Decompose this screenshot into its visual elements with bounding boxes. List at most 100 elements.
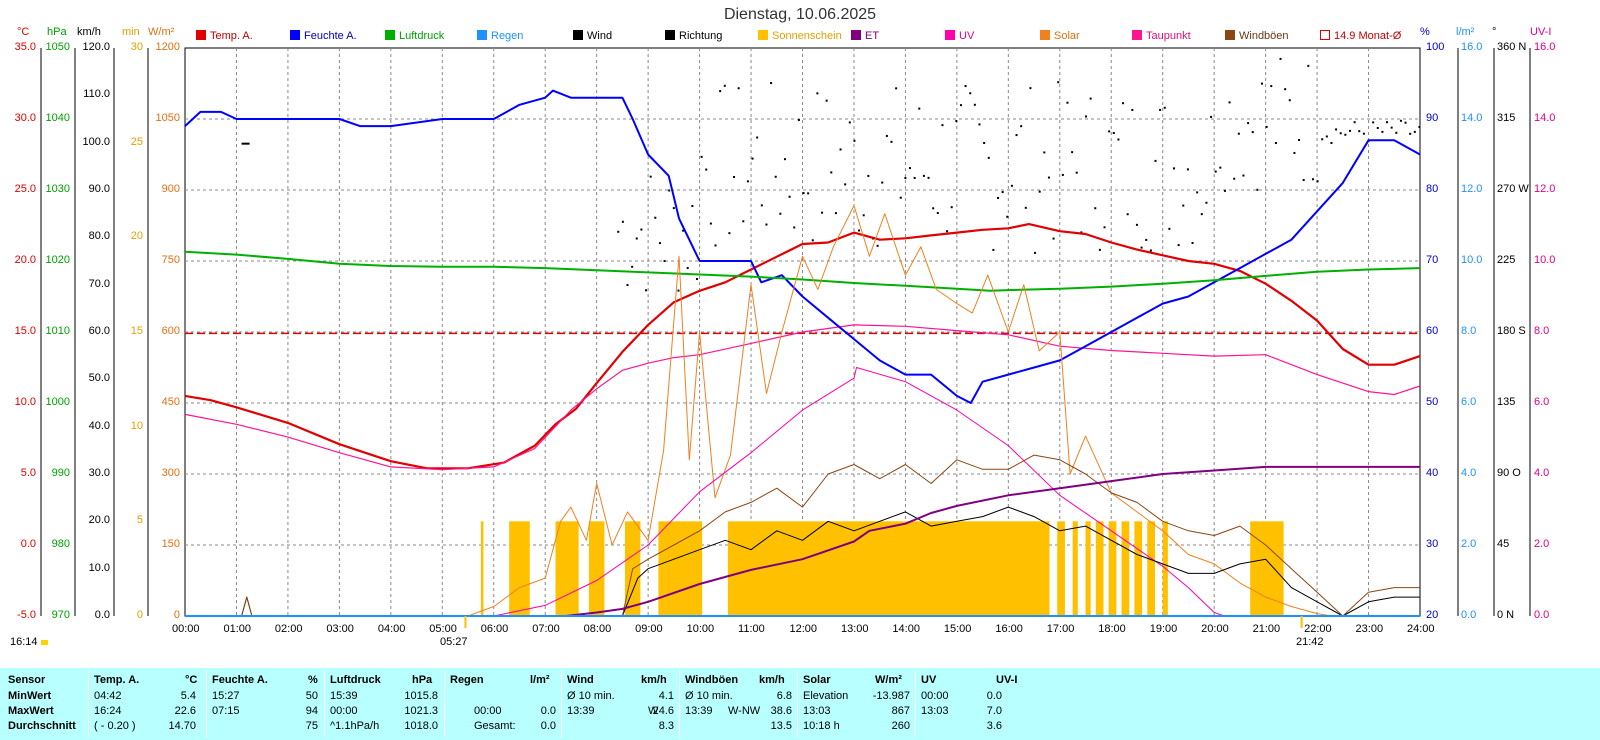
direction-point xyxy=(862,214,865,217)
direction-point xyxy=(997,196,1000,199)
sunrise-label: 05:27 xyxy=(440,636,468,648)
direction-point xyxy=(677,289,680,292)
footer-header-solar-unit: W/m² xyxy=(875,674,902,686)
footer-cell-uv_t: 00:00 xyxy=(921,690,949,702)
direction-point xyxy=(881,181,884,184)
direction-point xyxy=(978,123,981,126)
direction-point xyxy=(1126,213,1129,216)
footer-cell-gust_v: 6.8 xyxy=(776,690,792,702)
x-tick-label: 03:00 xyxy=(326,623,354,635)
direction-tick-label: 180 S xyxy=(1497,325,1526,337)
direction-point xyxy=(709,222,712,225)
direction-point xyxy=(1242,174,1245,177)
x-tick-label: 20:00 xyxy=(1201,623,1229,635)
direction-point xyxy=(885,134,888,137)
direction-point xyxy=(682,229,685,232)
sunshine-bar xyxy=(727,521,1050,616)
pressure-unit: hPa xyxy=(47,26,67,38)
temp-tick-label: 15.0 xyxy=(14,325,36,337)
legend-item: Feuchte A. xyxy=(290,30,357,42)
solar-tick-label: 600 xyxy=(161,325,180,337)
direction-point xyxy=(1335,128,1338,131)
legend-label: Luftdruck xyxy=(399,30,445,42)
direction-point xyxy=(640,228,643,231)
direction-point xyxy=(714,244,717,247)
solar-tick-label: 0 xyxy=(173,609,180,621)
footer-cell-gust_v: 38.6 xyxy=(770,705,792,717)
direction-point xyxy=(1168,227,1171,230)
direction-point xyxy=(1200,213,1203,216)
footer-cell-rain_t: Gesamt: xyxy=(474,720,516,732)
legend-label: Regen xyxy=(491,30,524,42)
sunshine-bar xyxy=(555,521,579,616)
temp-tick-label: 35.0 xyxy=(14,41,36,53)
direction-point xyxy=(1223,189,1226,192)
direction-tick-label: 315 xyxy=(1497,112,1516,124)
legend-swatch xyxy=(477,30,487,40)
footer-header-press-unit: hPa xyxy=(412,674,433,686)
stats-panel: Sensor Temp. A. °C Feuchte A. % Luftdruc… xyxy=(0,668,1600,740)
direction-point xyxy=(779,212,782,215)
direction-point xyxy=(1284,88,1287,91)
direction-point xyxy=(705,168,708,171)
direction-point xyxy=(793,226,796,229)
direction-point xyxy=(825,99,828,102)
direction-point xyxy=(973,103,976,106)
footer-cell-uv_v: 7.0 xyxy=(986,705,1002,717)
legend-label: Wind xyxy=(587,30,613,42)
wind-tick-label: 80.0 xyxy=(88,230,110,243)
footer-cell-label: MaxWert xyxy=(8,705,54,717)
temp-unit: °C xyxy=(17,26,30,38)
footer-cell-wind_d: W xyxy=(648,705,659,717)
direction-point xyxy=(1159,108,1162,111)
direction-point xyxy=(1191,241,1194,244)
uvi-tick-label: 14.0 xyxy=(1534,112,1556,124)
direction-point xyxy=(1321,138,1324,141)
footer-cell-uv_v: 0.0 xyxy=(986,690,1002,702)
direction-point xyxy=(788,195,791,198)
direction-point xyxy=(983,141,986,144)
direction-point xyxy=(658,242,661,245)
footer-cell-uv_t: 13:03 xyxy=(921,705,949,717)
direction-tick-label: 270 W xyxy=(1497,183,1529,195)
direction-point xyxy=(797,118,800,121)
uvi-tick-label: 10.0 xyxy=(1534,254,1556,266)
footer-cell-temp_t: 16:24 xyxy=(94,705,122,717)
direction-point xyxy=(719,90,722,93)
rain-tick-label: 14.0 xyxy=(1461,112,1483,124)
temp-tick-label: 5.0 xyxy=(20,467,36,479)
solar-tick-label: 900 xyxy=(161,183,180,195)
humidity-tick-label: 70 xyxy=(1426,254,1439,266)
footer-cell-gust_t: 13:39 xyxy=(685,705,713,717)
direction-point xyxy=(1404,121,1407,124)
direction-point xyxy=(802,192,805,195)
humidity-tick-label: 60 xyxy=(1426,325,1439,337)
direction-point xyxy=(1108,130,1111,133)
direction-point xyxy=(1098,248,1101,251)
footer-header-rain-unit: l/m² xyxy=(530,674,550,686)
series-taupunkt xyxy=(184,324,1421,471)
direction-tick-label: 45 xyxy=(1497,538,1510,550)
x-tick-label: 01:00 xyxy=(223,623,251,635)
direction-point xyxy=(1177,244,1180,247)
direction-point xyxy=(964,85,967,88)
uvi-tick-label: 12.0 xyxy=(1534,183,1556,195)
footer-header-temp: Temp. A. xyxy=(94,674,140,686)
footer-cell-hum_v: 50 xyxy=(305,690,318,702)
direction-point xyxy=(1358,130,1361,133)
legend-item: Temp. A. xyxy=(196,30,253,42)
direction-point xyxy=(621,220,624,223)
direction-point xyxy=(1010,184,1013,187)
temp-tick-label: 0.0 xyxy=(20,538,36,550)
sunshine-tick-label: 5 xyxy=(136,514,143,527)
direction-point xyxy=(895,87,898,90)
direction-point xyxy=(1034,251,1037,254)
temp-tick-label: 20.0 xyxy=(14,254,36,266)
sunshine-bar xyxy=(1095,521,1104,616)
legend-swatch xyxy=(1132,30,1142,40)
footer-header-sensor: Sensor xyxy=(8,674,46,686)
sunshine-bar xyxy=(1072,521,1078,616)
x-tick-label: 22:00 xyxy=(1304,623,1332,635)
direction-point xyxy=(839,148,842,151)
footer-header-wind: Wind xyxy=(567,674,594,686)
